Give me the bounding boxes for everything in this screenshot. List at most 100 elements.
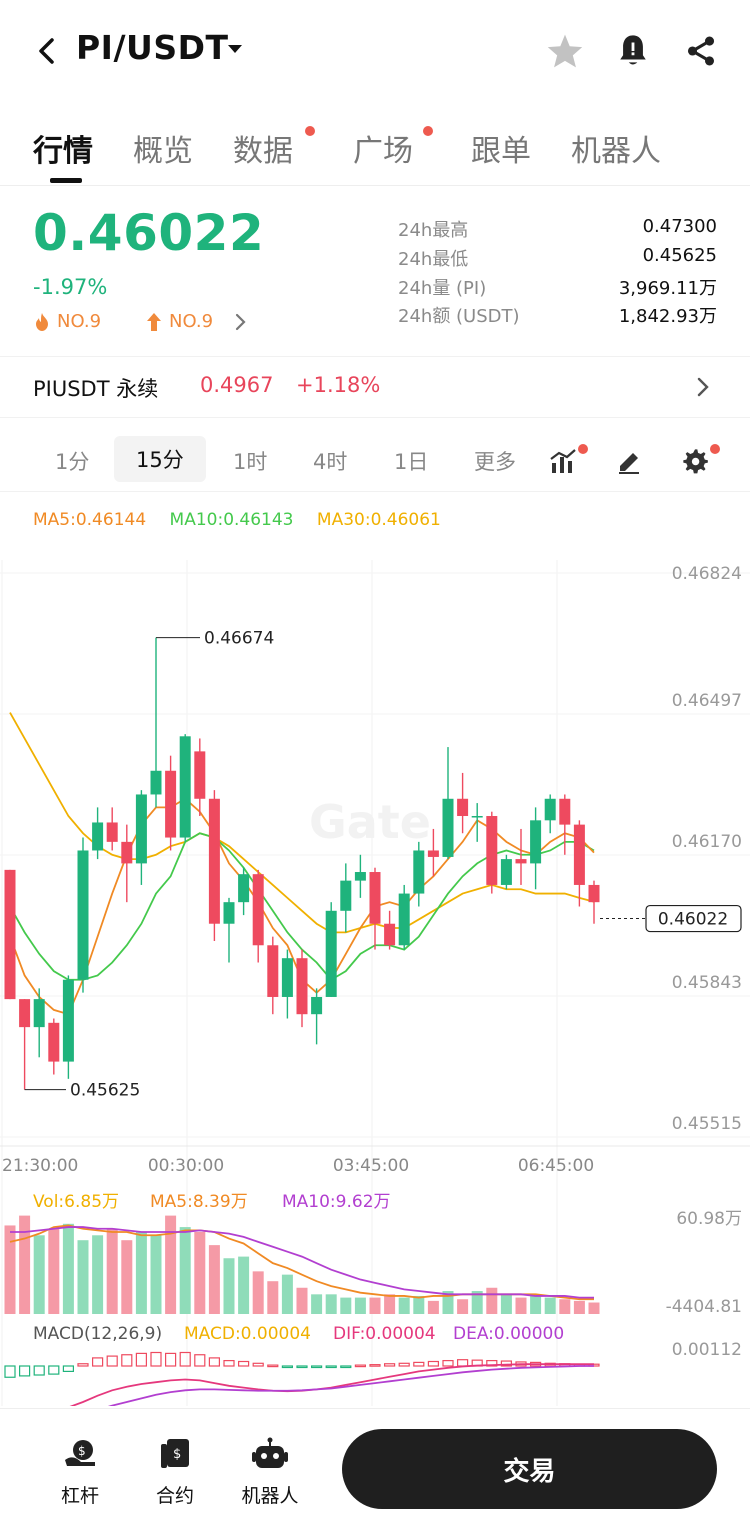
volume-bar	[179, 1227, 191, 1314]
macd-histogram-bar	[369, 1364, 381, 1367]
macd-histogram-bar	[19, 1365, 31, 1377]
macd-value-legend: MACD:0.00004	[184, 1324, 311, 1344]
last-price-box	[645, 904, 742, 933]
volume-bar	[77, 1240, 89, 1314]
star-icon[interactable]	[544, 30, 586, 72]
time-axis-label: 03:45:00	[333, 1156, 409, 1176]
nav-futures[interactable]: $ 合约	[135, 1435, 215, 1508]
candle-body	[384, 923, 396, 946]
volume-bar	[121, 1240, 133, 1314]
volume-bar	[165, 1215, 177, 1314]
macd-histogram-bar	[267, 1364, 279, 1368]
timeframe-more[interactable]: 更多	[474, 450, 516, 474]
gear-icon[interactable]	[678, 444, 712, 478]
kline-chart[interactable]: 0.46824 0.46497 0.46170 0.45843 0.45515 Gate 0…	[0, 540, 750, 1406]
chevron-right-icon	[696, 375, 710, 403]
candle-body	[500, 859, 512, 885]
candle-body	[238, 874, 250, 903]
robot-icon	[230, 1435, 310, 1473]
volume-bar	[398, 1297, 410, 1314]
tab-active-indicator	[50, 178, 82, 183]
nav-bots[interactable]: 机器人	[230, 1435, 310, 1508]
macd-histogram-bar	[106, 1355, 118, 1367]
volume-bar	[442, 1291, 454, 1314]
candle-body	[457, 798, 469, 817]
volume-ma10-line	[10, 1226, 594, 1299]
timeframe-4h[interactable]: 4时	[313, 450, 348, 474]
draw-tool-icon[interactable]	[612, 444, 646, 478]
volume-legend: Vol:6.85万	[33, 1192, 119, 1212]
trade-button[interactable]: 交易	[342, 1429, 717, 1509]
back-arrow-icon[interactable]	[30, 30, 64, 72]
volume-axis-top: 60.98万	[676, 1209, 742, 1229]
candle-body	[165, 770, 177, 838]
nav-leverage[interactable]: $ 杠杆	[40, 1435, 120, 1508]
volume-bar	[384, 1294, 396, 1314]
stat-value-high: 0.47300	[642, 216, 717, 237]
arrow-up-icon	[147, 312, 161, 331]
macd-histogram-bar	[354, 1364, 366, 1368]
volume-bar	[62, 1223, 74, 1314]
macd-histogram-bar	[281, 1365, 293, 1369]
candle-body	[325, 910, 337, 997]
volume-bar	[340, 1297, 352, 1314]
hot-rank[interactable]: NO.9	[33, 311, 101, 332]
gainer-rank-label: NO.9	[169, 311, 214, 332]
indicator-notification-dot	[578, 444, 588, 454]
pair-title[interactable]: PI/USDT	[76, 28, 229, 67]
tab-bots[interactable]: 机器人	[571, 134, 661, 169]
tab-square-notification-dot	[423, 126, 433, 136]
macd-histogram-bar	[427, 1360, 439, 1367]
volume-bar	[194, 1232, 206, 1314]
candle-body	[33, 999, 45, 1028]
volume-bar	[486, 1287, 498, 1314]
gainer-rank[interactable]: NO.9	[145, 311, 213, 332]
macd-histogram-bar	[165, 1352, 177, 1367]
candle-body	[588, 884, 600, 903]
volume-bar	[311, 1294, 323, 1314]
ma10-legend: MA10:0.46143	[169, 510, 294, 530]
tab-copy-trading[interactable]: 跟单	[471, 134, 531, 169]
dif-line	[69, 1363, 594, 1406]
volume-bar	[92, 1235, 104, 1314]
leverage-icon: $	[40, 1435, 120, 1473]
candle-body	[340, 880, 352, 911]
volume-bar	[559, 1299, 571, 1314]
timeframe-1h[interactable]: 1时	[233, 450, 268, 474]
price-axis-label: 0.46170	[672, 832, 742, 852]
candle-body	[150, 770, 162, 795]
indicator-icon[interactable]	[547, 444, 581, 478]
share-icon[interactable]	[680, 30, 722, 72]
timeframe-1d[interactable]: 1日	[394, 450, 429, 474]
volume-bar	[515, 1297, 527, 1314]
macd-histogram-bar	[500, 1360, 512, 1367]
timeframe-15m[interactable]: 15分	[114, 436, 206, 482]
time-axis-label: 00:30:00	[148, 1156, 224, 1176]
perp-change: +1.18%	[296, 373, 381, 397]
bell-alert-icon[interactable]	[612, 30, 654, 72]
macd-histogram-bar	[398, 1362, 410, 1367]
volume-bar	[238, 1256, 250, 1314]
candle-body	[311, 996, 323, 1015]
nav-bots-label: 机器人	[241, 1485, 299, 1507]
candle-body	[559, 798, 571, 825]
tab-square[interactable]: 广场	[353, 134, 413, 169]
volume-bar	[573, 1300, 585, 1314]
candle-body	[179, 736, 191, 838]
tab-data[interactable]: 数据	[233, 134, 293, 169]
macd-histogram-bar	[91, 1357, 104, 1367]
svg-text:$: $	[78, 1444, 86, 1458]
timeframe-1m[interactable]: 1分	[55, 450, 90, 474]
volume-ma5-legend: MA5:8.39万	[150, 1192, 248, 1212]
chevron-right-icon[interactable]	[234, 311, 248, 337]
volume-bar	[252, 1271, 264, 1314]
volume-bar	[369, 1297, 381, 1314]
tab-market[interactable]: 行情	[33, 134, 93, 169]
candle-body	[223, 902, 235, 924]
tab-overview[interactable]: 概览	[133, 134, 193, 169]
macd-histogram-bar	[457, 1359, 469, 1367]
volume-bar	[150, 1235, 162, 1314]
perp-price: 0.4967	[200, 373, 274, 397]
chevron-down-icon[interactable]	[226, 40, 244, 59]
perpetual-link-row[interactable]: PIUSDT 永续 0.4967 +1.18%	[0, 356, 750, 418]
